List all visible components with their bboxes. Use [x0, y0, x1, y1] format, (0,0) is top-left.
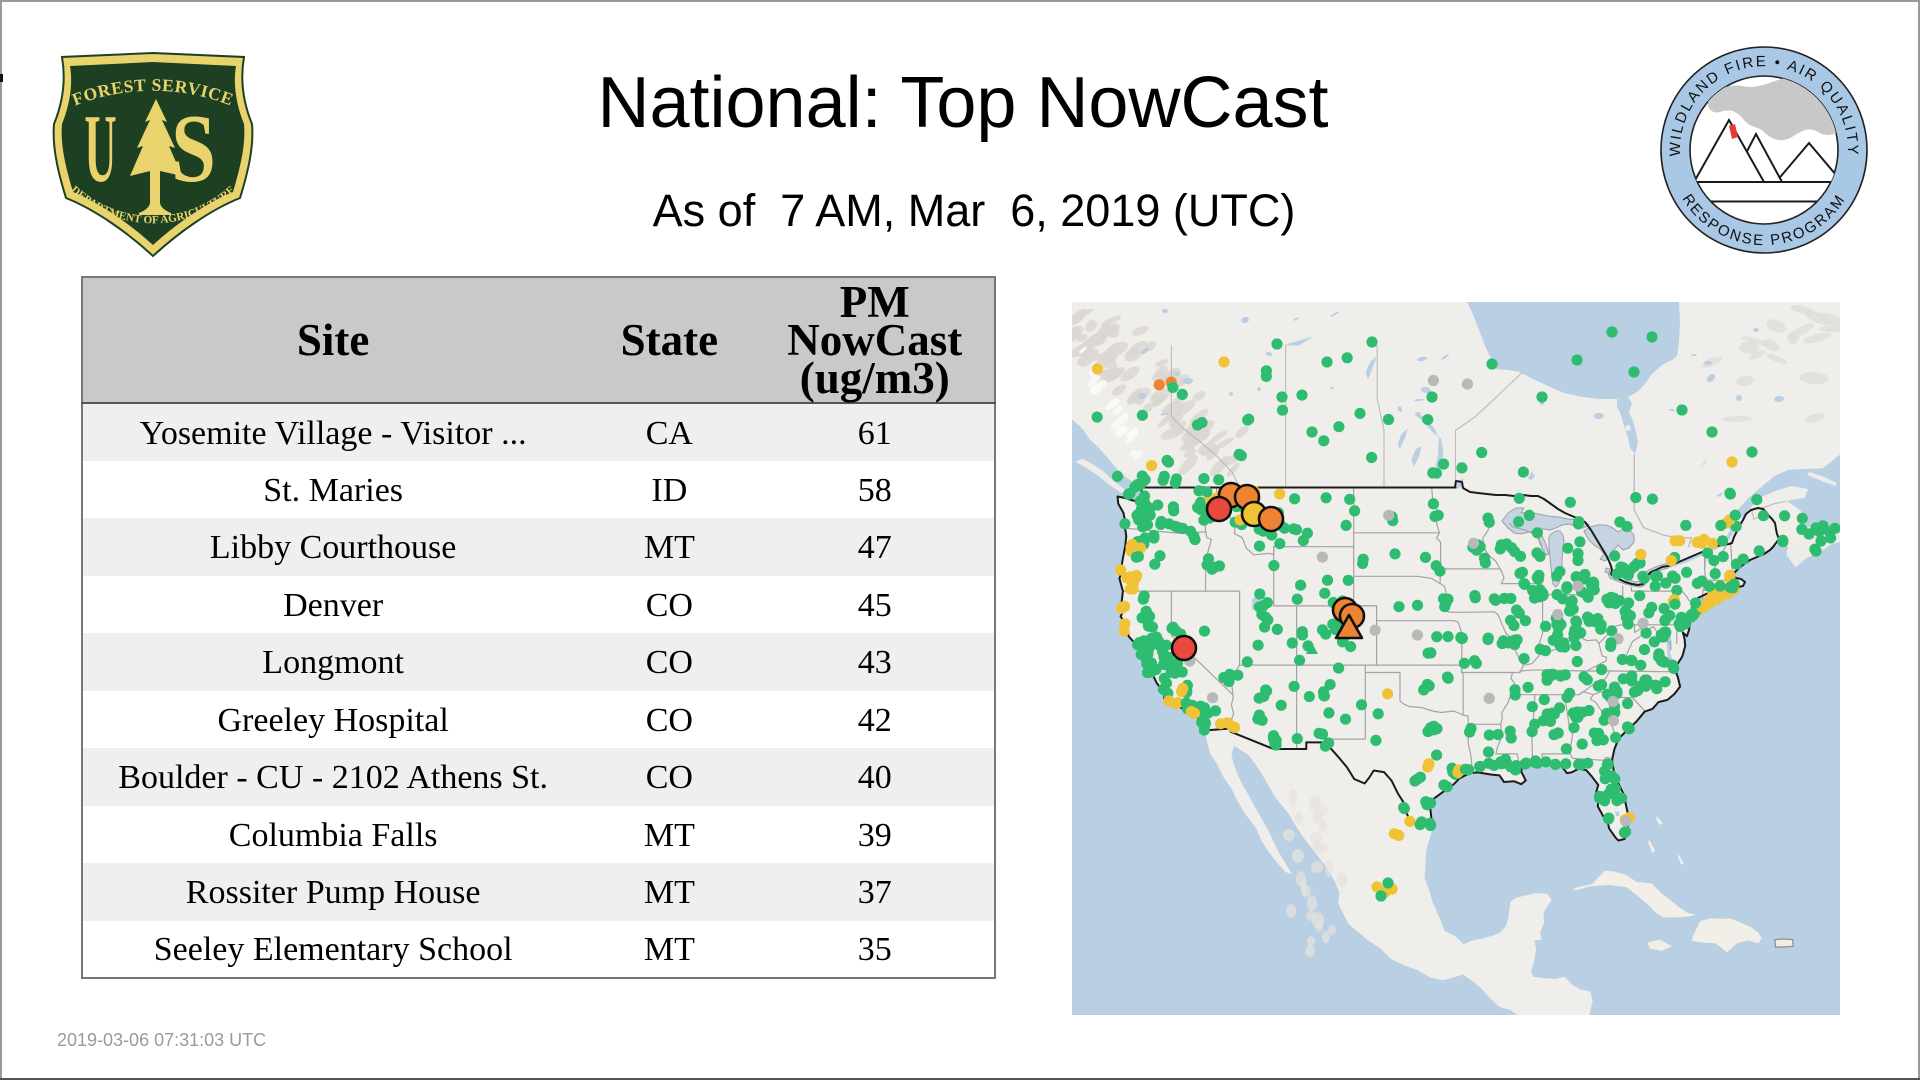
svg-text:S: S — [171, 96, 216, 203]
svg-text:U: U — [84, 96, 116, 203]
